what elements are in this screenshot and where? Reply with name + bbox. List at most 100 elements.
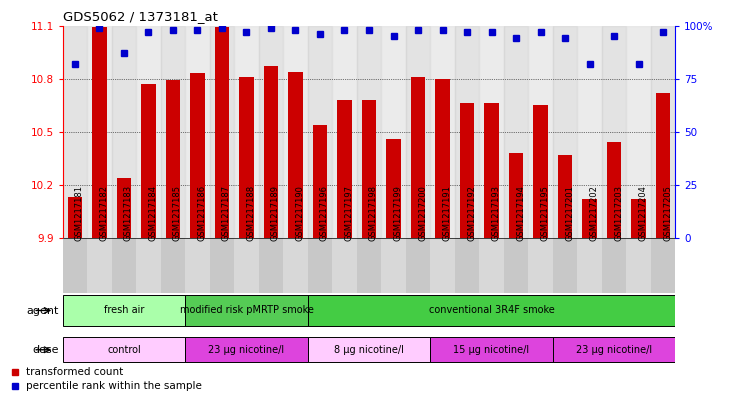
Text: GSM1217192: GSM1217192 xyxy=(467,185,476,241)
Text: agent: agent xyxy=(27,307,59,316)
Bar xyxy=(283,238,308,293)
Bar xyxy=(627,238,651,293)
Bar xyxy=(553,337,675,362)
Text: GSM1217197: GSM1217197 xyxy=(345,185,354,241)
Text: GSM1217185: GSM1217185 xyxy=(173,185,182,241)
Bar xyxy=(382,26,406,238)
Bar xyxy=(406,238,430,293)
Bar xyxy=(161,26,185,238)
Text: conventional 3R4F smoke: conventional 3R4F smoke xyxy=(429,305,554,316)
Bar xyxy=(332,26,356,238)
Bar xyxy=(533,105,548,238)
Bar xyxy=(553,26,577,238)
Text: 8 µg nicotine/l: 8 µg nicotine/l xyxy=(334,345,404,355)
Bar xyxy=(87,26,111,238)
Bar xyxy=(582,199,597,238)
Bar xyxy=(479,26,504,238)
Text: GSM1217193: GSM1217193 xyxy=(492,185,500,241)
Bar xyxy=(455,238,479,293)
Bar xyxy=(165,81,180,238)
Bar xyxy=(137,238,161,293)
Bar xyxy=(382,238,406,293)
Bar xyxy=(308,26,332,238)
Bar xyxy=(528,238,553,293)
Bar xyxy=(239,77,254,238)
Bar xyxy=(185,238,210,293)
Bar xyxy=(92,28,107,238)
Bar xyxy=(190,73,205,238)
Bar xyxy=(504,26,528,238)
Bar xyxy=(210,238,234,293)
Text: control: control xyxy=(107,345,141,355)
Bar xyxy=(356,26,382,238)
Bar xyxy=(308,238,332,293)
Bar xyxy=(308,337,430,362)
Text: GSM1217203: GSM1217203 xyxy=(614,185,623,241)
Bar xyxy=(185,337,308,362)
Bar xyxy=(504,238,528,293)
Bar xyxy=(263,66,278,238)
Bar xyxy=(137,26,161,238)
Bar xyxy=(479,238,504,293)
Text: GSM1217188: GSM1217188 xyxy=(246,184,255,241)
Bar xyxy=(111,26,137,238)
Bar xyxy=(410,77,425,238)
Text: modified risk pMRTP smoke: modified risk pMRTP smoke xyxy=(179,305,314,316)
Bar xyxy=(313,125,328,238)
Bar xyxy=(332,238,356,293)
Text: transformed count: transformed count xyxy=(26,367,123,377)
Bar xyxy=(553,238,577,293)
Bar xyxy=(63,337,185,362)
Text: GSM1217199: GSM1217199 xyxy=(393,185,402,241)
Text: fresh air: fresh air xyxy=(104,305,144,316)
Bar xyxy=(508,153,523,238)
Bar xyxy=(337,100,352,238)
Bar xyxy=(577,238,601,293)
Bar xyxy=(455,26,479,238)
Bar xyxy=(283,26,308,238)
Text: GSM1217201: GSM1217201 xyxy=(565,185,574,241)
Bar xyxy=(362,100,376,238)
Bar xyxy=(435,79,450,238)
Bar xyxy=(63,295,185,326)
Text: GSM1217194: GSM1217194 xyxy=(516,185,525,241)
Text: 23 µg nicotine/l: 23 µg nicotine/l xyxy=(576,345,652,355)
Bar xyxy=(308,295,675,326)
Bar xyxy=(288,72,303,238)
Bar xyxy=(234,26,259,238)
Text: GSM1217204: GSM1217204 xyxy=(638,185,647,241)
Bar xyxy=(210,26,234,238)
Text: percentile rank within the sample: percentile rank within the sample xyxy=(26,381,201,391)
Bar xyxy=(111,238,137,293)
Bar xyxy=(607,142,621,238)
Text: GSM1217189: GSM1217189 xyxy=(271,185,280,241)
Bar xyxy=(141,84,156,238)
Bar xyxy=(558,155,573,238)
Text: GSM1217190: GSM1217190 xyxy=(295,185,305,241)
Bar xyxy=(87,238,111,293)
Bar xyxy=(577,26,601,238)
Bar xyxy=(601,238,627,293)
Bar xyxy=(406,26,430,238)
Bar xyxy=(631,199,646,238)
Bar xyxy=(386,139,401,238)
Text: GSM1217196: GSM1217196 xyxy=(320,185,329,241)
Text: GDS5062 / 1373181_at: GDS5062 / 1373181_at xyxy=(63,10,218,23)
Bar xyxy=(117,178,131,238)
Text: GSM1217205: GSM1217205 xyxy=(663,185,672,241)
Text: dose: dose xyxy=(32,345,59,355)
Bar xyxy=(460,103,475,238)
Bar xyxy=(259,238,283,293)
Text: GSM1217202: GSM1217202 xyxy=(590,185,599,241)
Bar xyxy=(185,295,308,326)
Bar xyxy=(259,26,283,238)
Bar xyxy=(185,26,210,238)
Bar xyxy=(655,93,670,238)
Bar xyxy=(627,26,651,238)
Text: GSM1217200: GSM1217200 xyxy=(418,185,427,241)
Text: GSM1217183: GSM1217183 xyxy=(124,184,133,241)
Text: GSM1217181: GSM1217181 xyxy=(75,185,84,241)
Bar xyxy=(63,26,87,238)
Bar xyxy=(528,26,553,238)
Bar xyxy=(430,26,455,238)
